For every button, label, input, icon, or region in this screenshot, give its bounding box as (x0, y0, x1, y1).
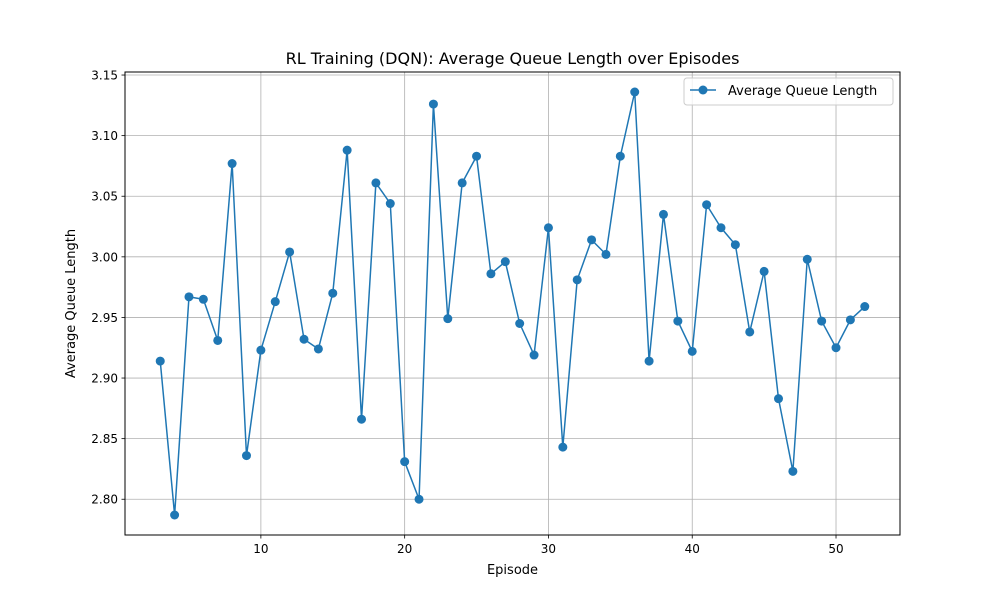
legend-frame (683, 77, 894, 106)
x-axis: 10 20 30 40 50 (253, 535, 844, 556)
data-point (241, 451, 251, 461)
data-point (328, 288, 338, 298)
y-tick-label: 3.15 (91, 69, 118, 83)
y-tick-label: 3.05 (91, 190, 118, 204)
data-point (285, 247, 295, 257)
legend-label: Average Queue Length (728, 84, 877, 99)
x-tick-label: 20 (397, 542, 412, 556)
data-point (515, 318, 525, 328)
data-point (357, 414, 367, 424)
data-point (371, 178, 381, 188)
series-layer (155, 87, 870, 520)
data-point (587, 235, 597, 245)
y-tick-label: 3.00 (91, 250, 118, 264)
data-point (472, 151, 482, 161)
data-point (270, 297, 280, 307)
data-point (702, 200, 712, 210)
x-axis-title: Episode (487, 563, 538, 578)
data-point (630, 87, 640, 97)
y-tick-label: 2.85 (91, 432, 118, 446)
data-point (831, 343, 841, 353)
data-point (313, 344, 323, 354)
x-tick-label: 30 (541, 542, 556, 556)
data-point (845, 315, 855, 325)
data-point (558, 442, 568, 452)
data-point (170, 510, 180, 520)
data-point (687, 346, 697, 356)
x-tick-label: 40 (685, 542, 700, 556)
data-point (543, 223, 553, 233)
plot-frame (124, 71, 901, 536)
data-point (615, 151, 625, 161)
grid (125, 72, 900, 535)
data-point (256, 345, 266, 355)
data-point (500, 257, 510, 267)
data-point (400, 457, 410, 467)
data-point (457, 178, 467, 188)
y-tick-label: 2.95 (91, 311, 118, 325)
data-point (213, 335, 223, 345)
chart-title: RL Training (DQN): Average Queue Length … (286, 49, 740, 68)
y-axis-title: Average Queue Length (64, 229, 79, 378)
data-point (774, 394, 784, 404)
series-line (159, 91, 866, 516)
y-tick-label: 2.80 (91, 493, 118, 507)
data-point (529, 350, 539, 360)
data-point (730, 240, 740, 250)
data-point (860, 302, 870, 312)
data-point (486, 269, 496, 279)
data-point (155, 356, 165, 366)
x-tick-label: 10 (253, 542, 268, 556)
data-point (745, 327, 755, 337)
data-point (759, 266, 769, 276)
data-point (299, 334, 309, 344)
data-point (788, 466, 798, 476)
data-point (601, 249, 611, 259)
data-point (817, 316, 827, 326)
y-tick-label: 3.10 (91, 129, 118, 143)
data-point (716, 223, 726, 233)
data-point (644, 356, 654, 366)
legend: Average Queue Length (683, 77, 894, 106)
data-point (184, 292, 194, 302)
data-point (673, 316, 683, 326)
data-point (342, 145, 352, 155)
data-point (802, 254, 812, 264)
data-point (385, 199, 395, 209)
data-point (414, 494, 424, 504)
y-tick-label: 2.90 (91, 372, 118, 386)
data-point (572, 275, 582, 285)
data-point (227, 159, 237, 169)
y-axis: 2.80 2.85 2.90 2.95 3.00 3.05 3.10 3.15 (91, 69, 125, 507)
data-point (198, 294, 208, 304)
data-point (658, 209, 668, 219)
legend-marker-swatch (698, 85, 708, 95)
data-point (443, 314, 453, 324)
x-tick-label: 50 (828, 542, 843, 556)
data-point (428, 99, 438, 109)
